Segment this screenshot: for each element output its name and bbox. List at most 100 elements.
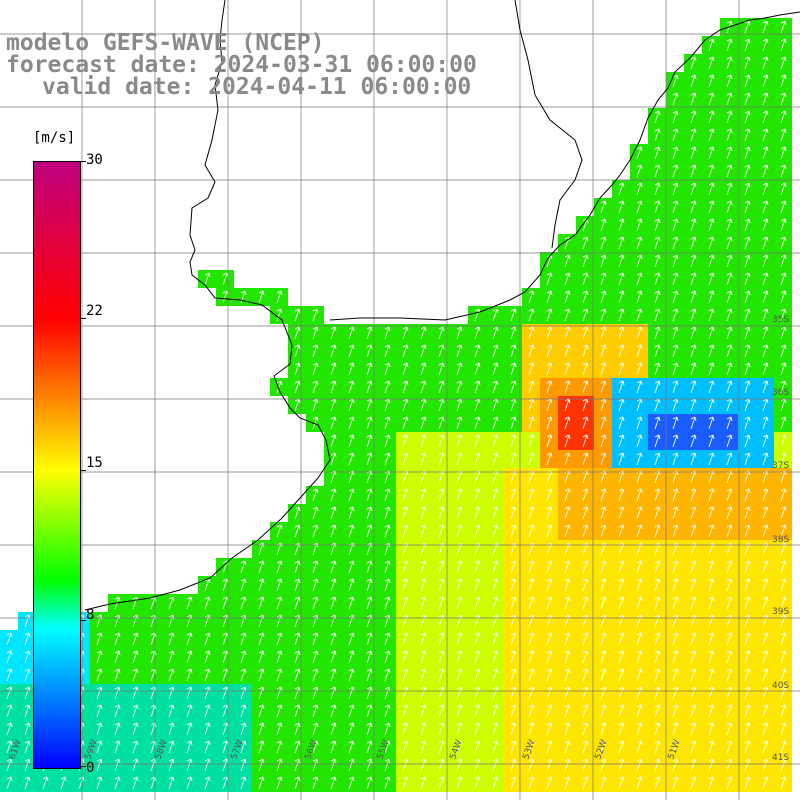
- wind-arrow: [690, 380, 697, 394]
- wind-arrow: [294, 326, 301, 340]
- wind-arrow: [744, 74, 751, 88]
- wind-arrow: [294, 704, 301, 718]
- wind-arrow: [780, 668, 787, 682]
- wind-arrow: [672, 650, 679, 664]
- wind-arrow: [366, 632, 373, 646]
- wind-arrow: [528, 668, 535, 682]
- wind-arrow: [510, 488, 517, 502]
- wind-arrow: [672, 668, 679, 682]
- wind-arrow: [312, 596, 319, 610]
- wind-arrow: [654, 578, 661, 592]
- wind-arrow: [654, 218, 661, 232]
- wind-arrow: [132, 632, 139, 646]
- wind-arrow: [402, 560, 409, 574]
- wind-arrow: [312, 506, 319, 520]
- wind-arrow: [744, 326, 751, 340]
- wind-arrow: [618, 704, 625, 718]
- wind-arrow: [402, 704, 409, 718]
- wind-arrow: [366, 362, 373, 376]
- wind-arrow: [780, 254, 787, 268]
- wind-arrow: [690, 308, 697, 322]
- wind-arrow: [528, 290, 535, 304]
- wind-arrow: [780, 650, 787, 664]
- wind-arrow: [762, 182, 769, 196]
- wind-arrow: [294, 362, 301, 376]
- wind-arrow: [690, 758, 697, 772]
- wind-arrow: [510, 578, 517, 592]
- wind-arrow: [240, 560, 247, 574]
- wind-arrow: [114, 650, 121, 664]
- wind-arrow: [672, 92, 679, 106]
- wind-arrow: [402, 686, 409, 700]
- wind-arrow: [618, 380, 625, 394]
- wind-arrow: [654, 722, 661, 736]
- wind-arrow: [708, 434, 715, 448]
- wind-arrow: [654, 416, 661, 430]
- wind-arrow: [708, 74, 715, 88]
- wind-arrow: [708, 218, 715, 232]
- wind-arrow: [240, 740, 247, 754]
- wind-arrow: [510, 686, 517, 700]
- wind-arrow: [708, 380, 715, 394]
- wind-arrow: [636, 290, 643, 304]
- wind-arrow: [726, 416, 733, 430]
- wind-arrow: [312, 560, 319, 574]
- wind-arrow: [636, 452, 643, 466]
- wind-arrow: [762, 452, 769, 466]
- wind-arrow: [294, 344, 301, 358]
- wind-arrow: [618, 452, 625, 466]
- wind-arrow: [600, 524, 607, 538]
- wind-arrow: [672, 434, 679, 448]
- wind-arrow: [510, 722, 517, 736]
- wind-arrow: [96, 722, 103, 736]
- wind-arrow: [546, 722, 553, 736]
- wind-arrow: [402, 380, 409, 394]
- wind-arrow: [384, 524, 391, 538]
- wind-arrow: [654, 668, 661, 682]
- lat-label: 37S: [772, 461, 789, 471]
- wind-arrow: [708, 668, 715, 682]
- wind-arrow: [762, 380, 769, 394]
- wind-arrow: [582, 290, 589, 304]
- wind-arrow: [690, 740, 697, 754]
- wind-arrow: [672, 776, 679, 790]
- wind-arrow: [366, 722, 373, 736]
- wind-arrow: [132, 722, 139, 736]
- wind-arrow: [492, 740, 499, 754]
- wind-arrow: [546, 740, 553, 754]
- wind-arrow: [672, 272, 679, 286]
- wind-arrow: [618, 182, 625, 196]
- wind-arrow: [582, 560, 589, 574]
- wind-arrow: [546, 506, 553, 520]
- wind-arrow: [780, 182, 787, 196]
- wind-arrow: [636, 308, 643, 322]
- wind-arrow: [402, 362, 409, 376]
- wind-arrow: [528, 758, 535, 772]
- wind-arrow: [456, 740, 463, 754]
- wind-arrow: [132, 704, 139, 718]
- wind-arrow: [780, 146, 787, 160]
- wind-arrow: [744, 758, 751, 772]
- wind-arrow: [618, 488, 625, 502]
- wind-arrow: [330, 722, 337, 736]
- wind-arrow: [708, 146, 715, 160]
- wind-arrow: [474, 506, 481, 520]
- wind-arrow: [726, 380, 733, 394]
- wind-arrow: [726, 686, 733, 700]
- wind-arrow: [708, 704, 715, 718]
- wind-arrow: [636, 524, 643, 538]
- wind-arrow: [780, 56, 787, 70]
- wind-arrow: [690, 326, 697, 340]
- wind-arrow: [546, 290, 553, 304]
- wind-arrow: [762, 254, 769, 268]
- wind-arrow: [780, 236, 787, 250]
- wind-arrow: [168, 686, 175, 700]
- wind-arrow: [618, 524, 625, 538]
- wind-arrow: [546, 560, 553, 574]
- wind-arrow: [708, 290, 715, 304]
- wind-arrow: [708, 92, 715, 106]
- wind-arrow: [582, 416, 589, 430]
- wind-arrow: [528, 686, 535, 700]
- wind-arrow: [744, 92, 751, 106]
- wind-arrow: [366, 704, 373, 718]
